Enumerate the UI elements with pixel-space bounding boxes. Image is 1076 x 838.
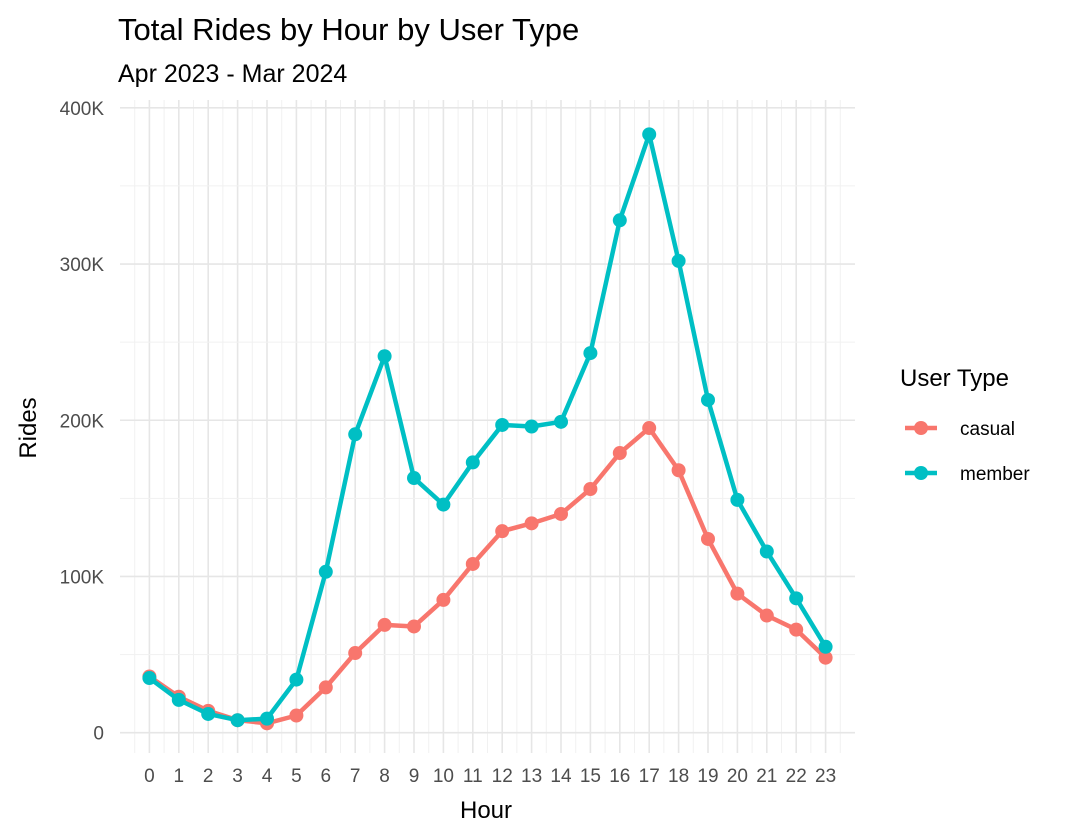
data-point-member [495, 417, 510, 432]
data-point-casual [818, 650, 833, 665]
data-point-casual [671, 463, 686, 478]
x-tick-label: 17 [639, 766, 660, 787]
data-point-casual [759, 608, 774, 623]
data-point-member [730, 492, 745, 507]
x-tick-label: 10 [433, 766, 454, 787]
data-point-casual [789, 622, 804, 637]
x-tick-label: 4 [262, 766, 273, 787]
data-point-member [759, 544, 774, 559]
x-tick-label: 2 [203, 766, 214, 787]
y-tick-label: 400K [60, 99, 105, 120]
legend-key-point-member [914, 466, 928, 480]
x-tick-label: 16 [609, 766, 630, 787]
data-point-member [465, 455, 480, 470]
x-tick-label: 21 [756, 766, 777, 787]
legend-key-point-casual [914, 421, 928, 435]
data-point-member [407, 471, 421, 486]
x-tick-label: 23 [815, 766, 836, 787]
legend-label-member: member [960, 464, 1030, 485]
data-point-member [671, 253, 686, 268]
y-tick-label: 200K [60, 411, 105, 432]
y-tick-label: 300K [60, 255, 105, 276]
data-point-member [789, 591, 804, 606]
data-point-member [230, 713, 245, 728]
legend-title: User Type [900, 365, 1009, 392]
y-axis-ticks: 0 100K 200K 300K 400K [60, 99, 105, 745]
data-point-member [701, 392, 715, 407]
x-tick-label: 5 [291, 766, 302, 787]
data-point-member [318, 564, 333, 579]
data-point-casual [524, 516, 539, 531]
data-point-casual [554, 506, 568, 521]
series-member [142, 127, 833, 728]
x-tick-label: 15 [580, 766, 601, 787]
chart-subtitle: Apr 2023 - Mar 2024 [118, 60, 347, 88]
x-tick-label: 20 [727, 766, 748, 787]
data-point-casual [583, 481, 598, 496]
data-point-member [348, 427, 363, 442]
data-point-casual [377, 617, 392, 632]
x-axis-title: Hour [460, 797, 512, 824]
y-tick-label: 100K [60, 567, 105, 588]
x-tick-label: 11 [463, 766, 483, 787]
x-tick-label: 8 [379, 766, 390, 787]
grid [120, 100, 855, 753]
data-point-casual [348, 646, 363, 661]
data-point-member [436, 497, 451, 512]
data-point-member [171, 692, 186, 707]
x-tick-label: 6 [321, 766, 332, 787]
data-point-casual [407, 619, 421, 634]
data-point-casual [289, 708, 304, 723]
series-layer [142, 127, 833, 731]
data-point-member [818, 639, 833, 654]
y-axis-title: Rides [15, 397, 42, 458]
data-point-member [260, 711, 274, 726]
data-point-casual [701, 531, 715, 546]
data-point-casual [465, 556, 480, 571]
x-tick-label: 0 [144, 766, 155, 787]
legend: User Type casual member [900, 365, 1030, 485]
data-point-member [142, 671, 157, 686]
data-point-casual [730, 586, 745, 601]
x-tick-label: 22 [786, 766, 807, 787]
y-tick-label: 0 [93, 724, 104, 745]
chart-title: Total Rides by Hour by User Type [118, 12, 579, 47]
x-tick-label: 7 [350, 766, 361, 787]
x-tick-label: 13 [521, 766, 542, 787]
data-point-member [289, 672, 304, 687]
data-point-member [583, 346, 598, 361]
data-point-member [612, 213, 627, 228]
data-point-member [201, 706, 216, 721]
data-point-member [554, 414, 568, 429]
x-tick-label: 1 [174, 766, 185, 787]
legend-label-casual: casual [960, 419, 1015, 440]
data-point-casual [612, 446, 627, 461]
data-point-casual [318, 680, 333, 695]
data-point-member [524, 419, 539, 434]
x-tick-label: 12 [492, 766, 513, 787]
x-axis-ticks: 0 1 2 3 4 5 6 7 8 9 10 11 12 13 14 15 16 17 18 19 20 21 22 23 [144, 766, 836, 787]
x-tick-label: 19 [697, 766, 718, 787]
data-point-member [642, 127, 657, 142]
data-point-member [377, 349, 392, 364]
x-tick-label: 14 [550, 766, 572, 787]
data-point-casual [642, 421, 657, 436]
x-tick-label: 3 [232, 766, 243, 787]
x-tick-label: 18 [668, 766, 689, 787]
data-point-casual [436, 592, 451, 607]
x-tick-label: 9 [409, 766, 420, 787]
data-point-casual [495, 524, 510, 539]
